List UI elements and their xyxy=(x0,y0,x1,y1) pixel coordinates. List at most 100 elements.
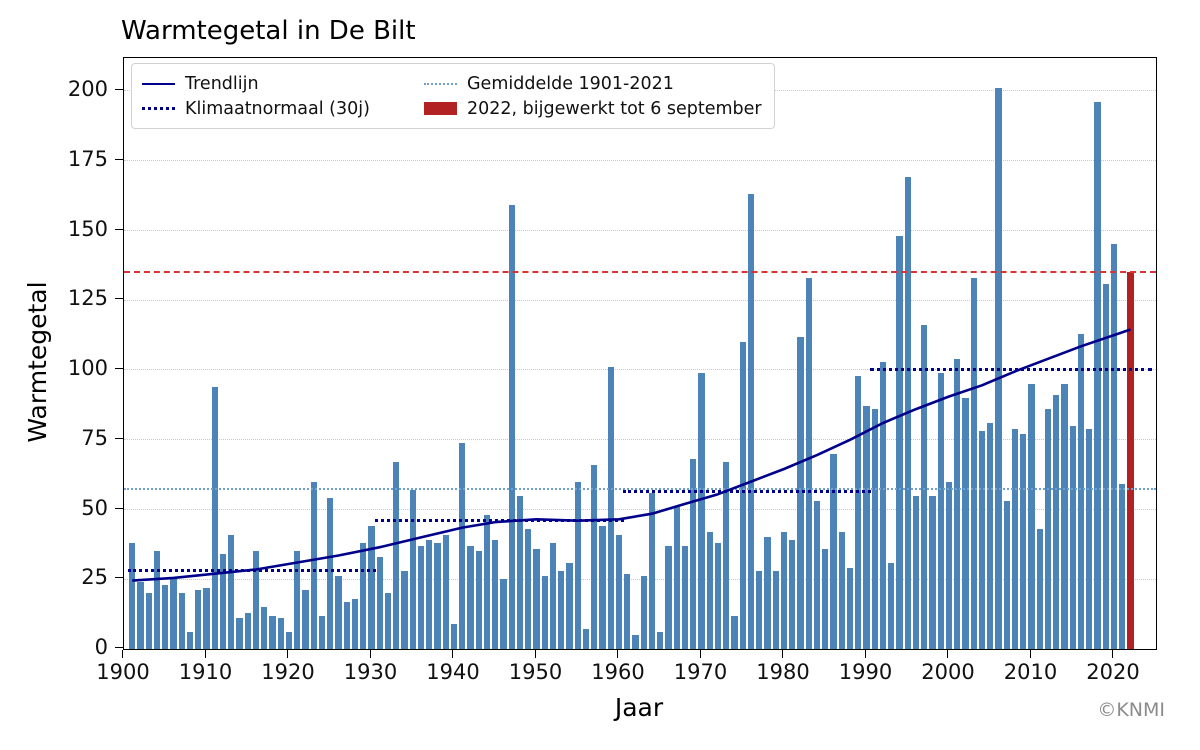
bar xyxy=(855,375,862,649)
bar xyxy=(879,361,887,649)
gridline xyxy=(124,578,1156,580)
y-tick xyxy=(115,89,123,91)
y-tick xyxy=(115,437,123,439)
x-tick-label: 1920 xyxy=(261,660,315,684)
bar xyxy=(929,495,936,649)
chart-title: Warmtegetal in De Bilt xyxy=(121,16,416,46)
legend: Trendlijn Klimaatnormaal (30j) Gemiddeld… xyxy=(131,63,775,129)
bar xyxy=(780,531,788,649)
bar xyxy=(153,551,161,649)
y-tick-label: 150 xyxy=(67,216,108,241)
bar xyxy=(294,551,301,649)
bar xyxy=(574,481,581,649)
gridline xyxy=(124,439,1156,440)
bar xyxy=(813,501,821,649)
bar xyxy=(624,573,631,649)
bar xyxy=(591,464,598,649)
y-tick xyxy=(115,228,123,230)
bar xyxy=(459,442,466,649)
legend-label: Gemiddelde 1901-2021 xyxy=(467,73,674,94)
bar xyxy=(483,515,491,649)
bar xyxy=(698,372,705,649)
bar xyxy=(846,568,854,649)
bar xyxy=(1020,434,1027,649)
bar xyxy=(863,406,870,649)
bar xyxy=(789,540,796,649)
bar xyxy=(657,632,664,649)
x-tick xyxy=(864,649,866,658)
bar xyxy=(1094,102,1101,649)
bar xyxy=(912,495,920,649)
legend-label: 2022, bijgewerkt tot 6 september xyxy=(467,98,762,119)
x-tick-label: 1970 xyxy=(673,660,728,684)
bar xyxy=(269,615,276,649)
bar xyxy=(1077,333,1085,649)
y-tick xyxy=(115,577,123,579)
x-tick-label: 2000 xyxy=(921,660,975,684)
x-tick xyxy=(699,649,701,658)
x-tick-label: 1940 xyxy=(426,660,480,684)
bar-2022 xyxy=(1126,272,1135,649)
bar xyxy=(1011,428,1019,649)
bar xyxy=(1119,484,1126,649)
bar xyxy=(954,358,961,649)
bar xyxy=(747,194,755,649)
gridline xyxy=(124,299,1156,301)
y-tick-label: 200 xyxy=(67,77,108,101)
bar xyxy=(970,277,977,649)
bar xyxy=(566,562,573,649)
bar xyxy=(888,562,895,649)
y-tick xyxy=(115,507,123,509)
plot-area xyxy=(123,57,1157,650)
bar xyxy=(871,409,878,649)
bar xyxy=(1086,428,1093,649)
bar xyxy=(648,492,656,649)
y-tick-label: 75 xyxy=(81,425,108,450)
bar xyxy=(615,534,623,649)
trend-line-swatch xyxy=(142,82,175,85)
x-tick xyxy=(204,649,206,658)
bar xyxy=(1110,244,1118,649)
bar xyxy=(739,342,746,649)
gridline xyxy=(124,369,1156,371)
bar xyxy=(1044,409,1052,649)
x-tick xyxy=(534,649,536,658)
bar xyxy=(170,579,177,649)
bar xyxy=(327,498,334,649)
bar xyxy=(244,612,251,649)
y-tick-label: 0 xyxy=(94,635,108,659)
bar xyxy=(137,582,144,649)
bar xyxy=(640,576,647,649)
bar xyxy=(335,576,342,649)
bar xyxy=(343,601,350,649)
bar xyxy=(376,556,383,649)
bar xyxy=(1053,395,1060,649)
bar xyxy=(978,431,986,649)
bar xyxy=(500,579,507,649)
bar xyxy=(1003,501,1010,649)
x-tick xyxy=(122,649,124,658)
bar xyxy=(492,540,499,649)
bar xyxy=(533,548,540,649)
bar xyxy=(393,462,400,649)
bar xyxy=(1061,383,1068,649)
x-tick-label: 1990 xyxy=(838,660,893,684)
bar xyxy=(203,587,210,649)
bar xyxy=(987,423,994,649)
klimaatnormaal-segment xyxy=(375,518,624,522)
gridline xyxy=(124,508,1156,510)
y-tick-label: 175 xyxy=(67,146,108,171)
bar xyxy=(681,545,689,649)
gemiddelde-line-swatch xyxy=(424,82,457,85)
bar xyxy=(508,205,515,649)
x-tick xyxy=(369,649,371,658)
x-tick-label: 1950 xyxy=(508,660,563,684)
bar xyxy=(426,540,433,649)
legend-item-klimaatnormaal: Klimaatnormaal (30j) xyxy=(142,99,424,119)
bar xyxy=(582,629,590,649)
bar xyxy=(145,593,152,649)
bar xyxy=(632,635,639,649)
x-tick-label: 1900 xyxy=(96,660,150,684)
bar xyxy=(475,551,482,649)
x-tick-label: 1910 xyxy=(178,660,233,684)
